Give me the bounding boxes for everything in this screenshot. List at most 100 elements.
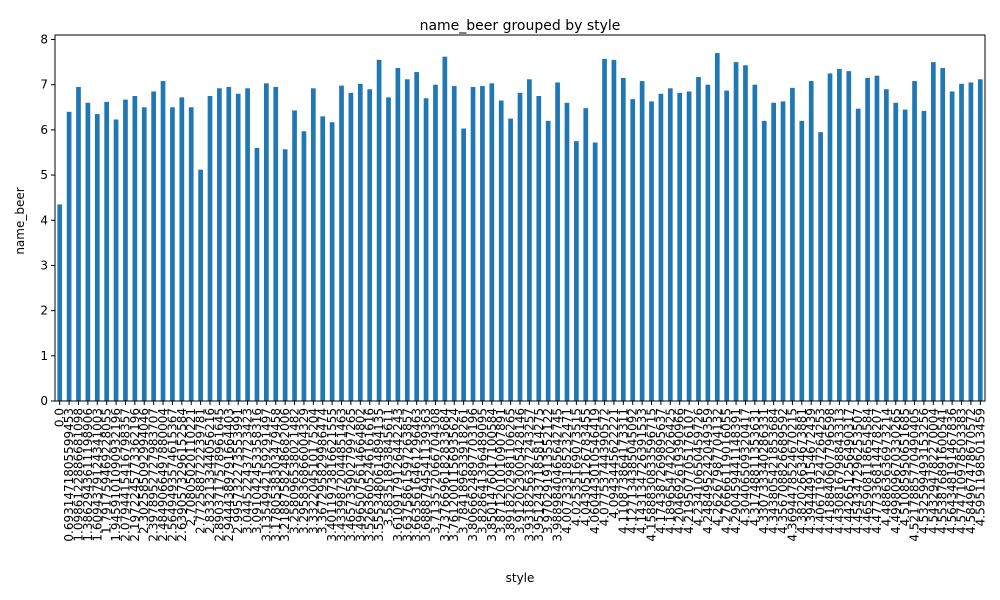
x-tick-label: 4.330733340286331 <box>757 408 771 534</box>
x-tick-label: 3.9889840465642745 <box>551 408 565 542</box>
bar <box>893 102 899 402</box>
x-tick-label: 3.4339872044851463 <box>335 408 349 542</box>
bar <box>677 92 683 401</box>
bar <box>752 84 758 401</box>
bar <box>517 92 523 401</box>
x-tick-label: 2.772588722239781 <box>194 408 208 534</box>
x-tick-label: 3.8501476017100584 <box>485 408 499 542</box>
x-tick-label: 4.418840607796598 <box>823 408 837 534</box>
bar <box>188 107 194 401</box>
x-tick-label: 2.0794415416798357 <box>118 408 132 542</box>
x-tick-label: 2.70805020110221 <box>184 408 198 526</box>
x-tick-label: 4.5217885770490405 <box>908 408 922 542</box>
x-tick-label: 3.4011973816621555 <box>325 408 339 542</box>
x-tick-label: 3.6109179126442243 <box>391 408 405 542</box>
y-tick-label: 3 <box>40 258 48 272</box>
bar <box>921 110 927 402</box>
x-tick-label: 4.04305126783455 <box>579 408 593 526</box>
x-tick-label: 4.574710978503383 <box>955 408 969 534</box>
bar <box>555 82 560 401</box>
x-tick-label: 4.584967478670572 <box>964 408 978 534</box>
bar <box>667 88 673 402</box>
x-tick-label: 4.454347296253507 <box>851 408 865 534</box>
x-tick-label: 3.7376696182833684 <box>438 408 452 542</box>
x-tick-label: 3.828641396489095 <box>475 408 489 534</box>
bar <box>94 114 100 402</box>
bar <box>254 147 260 401</box>
bar <box>583 108 589 401</box>
x-tick-label: 3.6888794541139363 <box>419 408 433 542</box>
bar <box>414 72 420 401</box>
bar <box>705 84 711 401</box>
x-tick-label: 3.784189633918261 <box>457 408 471 534</box>
x-tick-label: 4.189654742026425 <box>663 408 677 534</box>
y-tick-label: 4 <box>40 213 48 227</box>
bar <box>827 73 833 401</box>
bar <box>818 132 823 402</box>
x-tick-label: 3.044522437723423 <box>241 408 255 534</box>
bar <box>226 86 232 402</box>
bar <box>235 93 241 402</box>
bar <box>855 108 861 401</box>
bar <box>480 86 485 401</box>
x-tick-label: 3.871201010907891 <box>494 408 508 534</box>
bar <box>85 102 91 402</box>
bar <box>884 89 889 401</box>
x-tick-label: 2.9444389791664403 <box>222 408 236 542</box>
x-tick-label: 4.59511985013459 <box>973 408 987 526</box>
bar <box>433 84 438 401</box>
bar <box>320 116 326 401</box>
x-tick-label: 0.0 <box>53 408 67 427</box>
bar <box>733 62 739 401</box>
bar <box>423 98 429 401</box>
bar <box>545 120 551 401</box>
bar <box>170 107 175 401</box>
bar <box>442 56 448 401</box>
x-tick-label: 1.0986122886681098 <box>71 408 85 542</box>
x-tick-label: 4.31748811353631 <box>748 408 762 526</box>
bar <box>837 68 842 401</box>
bar <box>658 93 664 402</box>
x-tick-label: 1.9459101090932196 <box>109 408 123 542</box>
x-tick-label: 4.02535169073515 <box>569 408 583 526</box>
bar <box>357 83 363 402</box>
x-tick-label: 4.543294782270004 <box>926 408 940 534</box>
bar <box>602 58 607 401</box>
x-tick-label: 3.6375861597263857 <box>400 408 414 542</box>
bar <box>620 77 626 401</box>
x-tick-label: 1.791759469228055 <box>100 408 114 534</box>
x-tick-label: 3.6635616461296463 <box>410 408 424 542</box>
y-tick-label: 2 <box>40 304 48 318</box>
bar <box>592 142 598 401</box>
bar <box>912 81 917 401</box>
x-tick-label: 4.564348191467836 <box>945 408 959 534</box>
x-tick-label: 4.382026634673881 <box>795 408 809 534</box>
bar <box>874 75 880 402</box>
y-tick-label: 6 <box>40 123 48 137</box>
y-tick-label: 5 <box>40 168 48 182</box>
bar <box>536 96 542 401</box>
x-tick-label: 3.295836866004329 <box>297 408 311 534</box>
x-tick-label: 2.3978952727983707 <box>147 408 161 542</box>
x-tick-label: 2.4849066497880004 <box>156 408 170 542</box>
x-tick-label: 4.48863636973214 <box>879 408 893 526</box>
bar <box>696 77 701 402</box>
x-tick-label: 4.499809670330265 <box>889 408 903 534</box>
bar <box>376 59 382 401</box>
bar <box>348 92 354 401</box>
x-tick-label: 3.4965075614664802 <box>353 408 367 542</box>
x-tick-label: 4.290459441148391 <box>729 408 743 534</box>
x-tick-label: 4.553876891600541 <box>936 408 950 534</box>
bar <box>104 101 110 401</box>
bar <box>264 83 269 401</box>
x-tick-label: 4.174387269895637 <box>654 408 668 534</box>
x-tick-label: 4.406719247264253 <box>814 408 828 534</box>
bar <box>846 71 852 402</box>
bar <box>714 53 720 402</box>
x-axis-label: style <box>506 571 535 585</box>
x-tick-label: 2.302585092994046 <box>137 408 151 534</box>
bar <box>151 91 156 402</box>
bar <box>160 81 166 401</box>
x-tick-label: 4.343805421853684 <box>767 408 781 534</box>
